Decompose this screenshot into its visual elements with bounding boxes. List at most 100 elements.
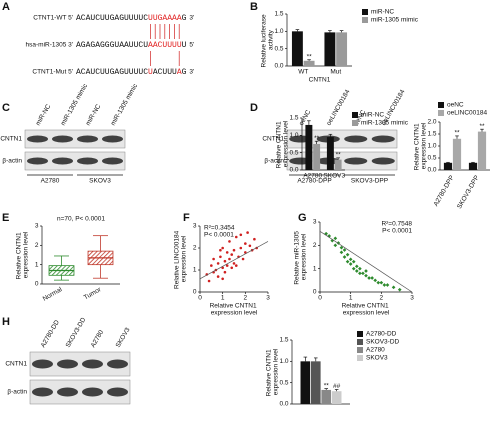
group-label: SKOV3-DPP xyxy=(351,178,388,185)
blot-strip xyxy=(286,129,398,149)
bar xyxy=(334,159,342,170)
error-bar xyxy=(339,30,344,33)
panel-label: F xyxy=(183,212,190,224)
sequence-segment: U xyxy=(182,41,187,50)
point xyxy=(333,236,338,241)
blot-band xyxy=(371,157,395,165)
point xyxy=(212,257,215,261)
y-tick-label: 3 xyxy=(193,223,197,230)
bar xyxy=(313,144,321,170)
point xyxy=(223,259,227,263)
legend-label: oeNC xyxy=(447,102,464,109)
point xyxy=(248,244,252,248)
point xyxy=(228,240,231,243)
y-tick-label: 1.0 xyxy=(427,143,436,150)
blot-band xyxy=(32,387,53,397)
point xyxy=(342,248,347,252)
error-bar xyxy=(455,135,459,139)
x-tick-label: 1 xyxy=(349,295,353,302)
blot-band xyxy=(52,135,73,143)
point xyxy=(339,245,344,250)
lane-label: oeLINC00184 xyxy=(325,88,351,127)
y-tick-label: 0.5 xyxy=(279,379,288,386)
bar xyxy=(468,162,478,170)
point xyxy=(216,275,220,278)
error-bar xyxy=(336,157,340,160)
bar xyxy=(331,391,342,404)
point xyxy=(219,255,222,259)
legend-label: miR-1305 mimic xyxy=(361,120,409,127)
bar xyxy=(443,162,453,170)
lane-label: miR-1305 mimic xyxy=(60,82,90,127)
error-bar xyxy=(328,30,332,33)
point xyxy=(253,237,256,241)
x-tick-label: Tumor xyxy=(83,286,103,302)
blot-band xyxy=(57,359,78,369)
point xyxy=(232,248,236,252)
blot-band xyxy=(57,387,78,397)
legend-swatch xyxy=(362,17,368,23)
y-tick-label: 1 xyxy=(193,267,197,274)
legend-label: A2780 xyxy=(366,347,385,354)
y-tick-label: 0 xyxy=(313,289,317,296)
row-label: CNTN1 xyxy=(5,361,27,368)
fit-line xyxy=(199,241,269,280)
point xyxy=(373,278,378,283)
lane-label: miR-1305 mimic xyxy=(110,82,140,127)
y-axis-label: Relative luciferase activity xyxy=(260,13,274,68)
point xyxy=(230,266,234,270)
x-tick-label: 0 xyxy=(318,295,322,302)
error-bar xyxy=(303,356,308,362)
point xyxy=(232,262,236,265)
panel-label: E xyxy=(2,212,9,224)
sequence-segment: ACUUU xyxy=(153,68,177,77)
y-tick-label: 0.0 xyxy=(289,167,298,174)
point xyxy=(333,243,338,248)
blot-band xyxy=(77,157,98,165)
blot-band xyxy=(27,135,48,143)
row-label: β-actin xyxy=(2,158,22,165)
y-tick-label: 1.0 xyxy=(289,132,298,139)
point xyxy=(345,252,350,257)
x-tick-label: 2 xyxy=(380,295,384,302)
y-tick-label: 1.5 xyxy=(279,337,288,344)
x-axis-label: Relative CNTN1 expression level xyxy=(210,302,259,316)
point xyxy=(221,246,224,250)
blot-band xyxy=(107,359,128,369)
bar xyxy=(300,361,311,404)
lane-label: miR-NC xyxy=(35,103,53,127)
y-tick-label: 3 xyxy=(35,223,39,230)
legend-swatch xyxy=(357,339,363,345)
point xyxy=(225,264,229,267)
bar xyxy=(326,137,334,170)
panel-label: A xyxy=(2,1,10,13)
point xyxy=(342,255,347,259)
x-tick-label: Normal xyxy=(42,286,64,303)
blot-band xyxy=(102,157,123,165)
y-axis-label: Relative CNTN1 expression level xyxy=(265,348,279,397)
point xyxy=(358,266,362,271)
blot-strip xyxy=(24,151,126,171)
row-label: CNTN1 xyxy=(0,136,22,143)
lane-label: SKOV3-DD xyxy=(65,316,88,349)
point xyxy=(354,264,359,269)
error-bar xyxy=(314,140,319,144)
y-tick-label: 1.5 xyxy=(289,115,298,122)
legend-label: oeLINC00184 xyxy=(447,110,487,117)
error-bar xyxy=(328,133,333,138)
row-label: CNTN1 xyxy=(262,136,284,143)
annotation: R²=0.7548 xyxy=(381,221,412,228)
legend-swatch xyxy=(438,110,444,116)
point xyxy=(358,271,362,276)
panel-label: C xyxy=(2,102,10,114)
point xyxy=(228,257,231,261)
legend-label: miR-NC xyxy=(371,9,394,16)
point xyxy=(210,264,213,267)
blot-band xyxy=(82,387,103,397)
point xyxy=(241,257,245,261)
y-tick-label: 0.0 xyxy=(279,401,288,408)
blot-band xyxy=(82,359,103,369)
sequence-segment: UUGAAAA xyxy=(148,14,182,23)
point xyxy=(354,269,359,273)
sequence-segment: A xyxy=(177,68,182,77)
